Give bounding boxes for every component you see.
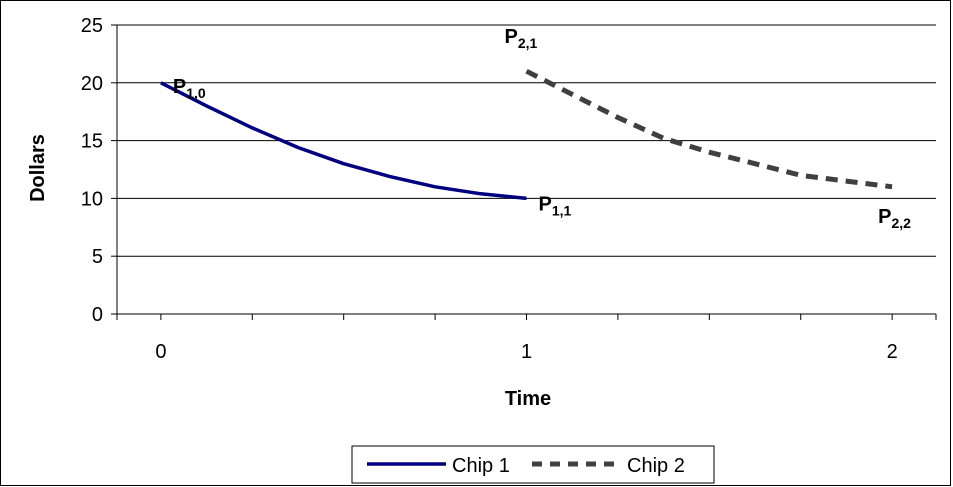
point-annotation-subscript: 2,2 <box>891 215 911 231</box>
legend-entries: Chip 1 Chip 2 <box>367 455 685 477</box>
point-annotation: P2,1 <box>505 26 538 51</box>
tick-labels: 0 5 10 15 20 25 0 1 2 <box>81 15 898 363</box>
point-annotation-base: P <box>505 26 518 48</box>
y-tick-label: 25 <box>81 15 103 37</box>
y-tick-label: 15 <box>81 131 103 153</box>
y-tick-label: 10 <box>81 188 103 210</box>
point-annotations: P1,0P1,1P2,1P2,2 <box>173 26 911 231</box>
x-tick-label: 2 <box>887 341 898 363</box>
y-axis-title: Dollars <box>27 134 49 202</box>
series-lines <box>160 68 893 201</box>
point-annotation-base: P <box>539 193 552 215</box>
point-annotation-base: P <box>173 76 186 98</box>
point-annotation-subscript: 2,1 <box>518 35 538 51</box>
y-tick-label: 20 <box>81 73 103 95</box>
point-annotation-subscript: 1,1 <box>552 202 572 218</box>
y-tick-label: 0 <box>92 304 103 326</box>
x-axis-title: Time <box>505 388 551 410</box>
point-annotation-subscript: 1,0 <box>186 85 206 101</box>
gridlines <box>117 24 936 257</box>
point-annotation: P1,1 <box>539 193 572 218</box>
series-line-2 <box>525 68 893 190</box>
point-annotation: P1,0 <box>173 76 206 101</box>
series-line-1 <box>160 81 527 201</box>
legend: Chip 1 Chip 2 <box>351 445 715 484</box>
point-annotation-base: P <box>878 206 891 228</box>
y-tick-label: 5 <box>92 246 103 268</box>
x-tick-label: 1 <box>521 341 532 363</box>
point-annotation: P2,2 <box>878 206 911 231</box>
x-tick-label: 0 <box>155 341 166 363</box>
axes <box>111 24 937 320</box>
legend-label-2: Chip 2 <box>627 455 685 477</box>
legend-label-1: Chip 1 <box>452 455 510 477</box>
